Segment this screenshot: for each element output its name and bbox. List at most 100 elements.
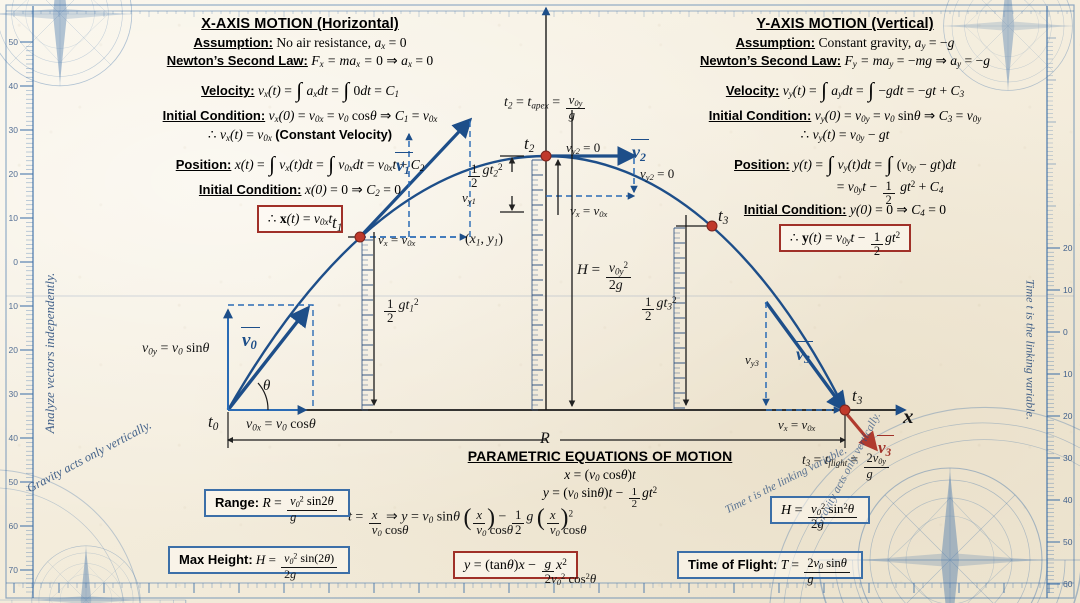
svg-text:50: 50 xyxy=(9,37,19,47)
parametric-eq-x-text: x = (v0 cosθ)t xyxy=(564,466,636,483)
y-boxed-result-row: ∴ y(t) = v0yt − 1 2 gt2 xyxy=(630,223,1060,258)
origin-label: t0 xyxy=(208,412,219,433)
max-height-left-box: Max Height: H = v02 sin(2θ) 2g xyxy=(168,546,351,580)
svg-text:40: 40 xyxy=(9,433,19,443)
margin-note-right-upper: Time t is the linking variable. xyxy=(1023,279,1038,420)
svg-text:0: 0 xyxy=(1063,327,1068,337)
y-boxed-result-text: ∴ y(t) = v0yt − 1 2 gt2 xyxy=(789,229,901,258)
margin-note-left-upper: Analyze vectors independently. xyxy=(42,272,57,434)
x-line-const-velocity-body: ∴ vx(t) = v0x (Constant Velocity) xyxy=(207,127,393,144)
v1-label: v1 xyxy=(395,151,413,177)
svg-text:20: 20 xyxy=(9,169,19,179)
trajectory-equation-box-wrap: y = (tanθ)x − g 2v02 cos2θ x2 xyxy=(453,551,597,587)
t1-vx-label: vx = v0x xyxy=(378,232,416,249)
max-height-left-label: Max Height: xyxy=(179,552,253,567)
svg-text:70: 70 xyxy=(9,565,19,575)
t1-vy-label: vy1 xyxy=(462,190,476,207)
apex-drop-bracket xyxy=(500,155,524,213)
svg-text:40: 40 xyxy=(9,81,19,91)
y-boxed-result: ∴ y(t) = v0yt − 1 2 gt2 xyxy=(778,223,912,258)
y-axis-motion-column: Y-AXIS MOTION (Vertical) Assumption: Con… xyxy=(630,16,1060,258)
theta-label: θ xyxy=(263,378,271,394)
x-line-const-velocity: ∴ vx(t) = v0x (Constant Velocity) xyxy=(100,127,500,143)
svg-text:10: 10 xyxy=(1063,285,1073,295)
t3-landing-label: t3 xyxy=(852,386,863,407)
max-height-left-content: Max Height: H = v02 sin(2θ) 2g xyxy=(179,552,339,580)
y-line-vy-result-body: ∴ vy(t) = v0y − gt xyxy=(800,127,890,144)
x-boxed-result-row: ∴ x(t) = v0xt xyxy=(100,204,500,233)
t2-vy-zero-label: vy2 = 0 xyxy=(566,140,601,157)
parametric-block: PARAMETRIC EQUATIONS OF MOTION x = (v0 c… xyxy=(420,448,780,511)
y-line-assumption-body: Constant gravity, ay = −g xyxy=(818,34,955,51)
x-axis-label: x xyxy=(903,404,914,428)
y-line-assumption: Assumption: Constant gravity, ay = −g xyxy=(630,35,1060,51)
svg-text:50: 50 xyxy=(1063,537,1073,547)
v3-resultant-label: v3 xyxy=(876,434,895,459)
x-line-ic2-label: Initial Condition: xyxy=(198,182,302,198)
t2-label: t2 xyxy=(524,134,535,155)
y-line-ic3-body: vy(0) = v0y = v0 sinθ ⇒ C3 = v0y xyxy=(814,108,982,125)
svg-text:20: 20 xyxy=(9,345,19,355)
max-height-right-box: H = v02 sin2θ 2g xyxy=(770,496,871,530)
drop-measures xyxy=(370,158,690,407)
parametric-eq-y-text: y = (v0 sinθ)t − 1 2 gt2 xyxy=(542,485,658,511)
trajectory-equation-box: y = (tanθ)x − g 2v02 cos2θ x2 xyxy=(453,551,597,587)
trajectory-equation-text: y = (tanθ)x − g 2v02 cos2θ x2 xyxy=(464,556,597,587)
y-line-position-body: y(t) = ∫ vy(t)dt = ∫ (v0y − gt)dt xyxy=(793,152,956,177)
x-line-assumption-label: Assumption: xyxy=(193,34,273,50)
max-height-left-box-wrap: Max Height: H = v02 sin(2θ) 2g xyxy=(168,546,351,580)
x-line-ic1: Initial Condition: vx(0) = v0x = v0 cosθ… xyxy=(100,108,500,124)
x-line-velocity-body: vx(t) = ∫ axdt = ∫ 0dt = C1 xyxy=(257,78,399,103)
svg-text:40: 40 xyxy=(1063,495,1073,505)
x-boxed-result-text: ∴ x(t) = v0xt xyxy=(267,210,333,227)
y-line-ic4-label: Initial Condition: xyxy=(743,201,847,217)
x-line-newton: Newton’s Second Law: Fx = max = 0 ⇒ ax =… xyxy=(100,53,500,69)
svg-text:20: 20 xyxy=(1063,243,1073,253)
svg-text:10: 10 xyxy=(9,213,19,223)
y-line-ic3: Initial Condition: vy(0) = v0y = v0 sinθ… xyxy=(630,108,1060,124)
range-box-wrap: Range: R = v02 sin2θ g xyxy=(204,489,350,523)
x-column-heading: X-AXIS MOTION (Horizontal) xyxy=(201,16,399,32)
range-box: Range: R = v02 sin2θ g xyxy=(204,489,350,523)
x-line-velocity: Velocity: vx(t) = ∫ axdt = ∫ 0dt = C1 xyxy=(100,76,500,103)
v0y-label: v0y = v0 sinθ xyxy=(142,341,210,357)
t1-label: t1 xyxy=(332,213,343,234)
node-t1 xyxy=(354,231,366,243)
svg-text:30: 30 xyxy=(1063,453,1073,463)
time-of-flight-label: Time of Flight: xyxy=(688,557,778,572)
x-line-newton-body: Fx = max = 0 ⇒ ax = 0 xyxy=(311,53,434,70)
y-line-position: Position: y(t) = ∫ vy(t)dt = ∫ (v0y − gt… xyxy=(630,150,1060,177)
svg-text:30: 30 xyxy=(9,389,19,399)
y-line-ic4-body: y(0) = 0 ⇒ C4 = 0 xyxy=(849,201,947,218)
parametric-eq-y: y = (v0 sinθ)t − 1 2 gt2 xyxy=(420,485,780,511)
theta-arc xyxy=(257,382,269,411)
x-line-position-label: Position: xyxy=(175,157,232,173)
v0-dashed-rect xyxy=(228,304,314,410)
x-line-ic1-body: vx(0) = v0x = v0 cosθ ⇒ C1 = v0x xyxy=(268,108,438,125)
max-height-right-content: H = v02 sin2θ 2g xyxy=(781,501,859,530)
x-line-ic2-body: x(0) = 0 ⇒ C2 = 0 xyxy=(304,182,402,199)
range-box-label: Range: xyxy=(215,495,260,510)
node-t3-landing xyxy=(839,404,851,416)
t1-coords-label: (x1, y1) xyxy=(465,232,504,248)
y-line-newton-body: Fy = may = −mg ⇒ ay = −g xyxy=(844,53,991,70)
v3-vector xyxy=(764,300,847,413)
x-line-position: Position: x(t) = ∫ vx(t)dt = ∫ v0xdt = v… xyxy=(100,150,500,177)
y-line-ic3-label: Initial Condition: xyxy=(708,108,812,124)
flight-time-label: t3 = tflight = 2v0y g xyxy=(802,452,891,480)
x-line-velocity-label: Velocity: xyxy=(201,83,255,99)
svg-text:10: 10 xyxy=(1063,369,1073,379)
svg-text:20: 20 xyxy=(1063,411,1073,421)
x-line-position-body: x(t) = ∫ vx(t)dt = ∫ v0xdt = v0xt + C2 xyxy=(234,152,425,177)
v0x-label: v0x = v0 cosθ xyxy=(246,417,316,433)
y-line-assumption-label: Assumption: xyxy=(735,34,816,50)
y-line-velocity-label: Velocity: xyxy=(725,83,780,99)
y-line-velocity-body: vy(t) = ∫ aydt = ∫ −gdt = −gt + C3 xyxy=(782,78,965,103)
x-line-assumption: Assumption: No air resistance, ax = 0 xyxy=(100,35,500,51)
range-measure xyxy=(227,412,846,448)
range-box-content: Range: R = v02 sin2θ g xyxy=(215,495,339,523)
node-t3 xyxy=(706,220,718,232)
